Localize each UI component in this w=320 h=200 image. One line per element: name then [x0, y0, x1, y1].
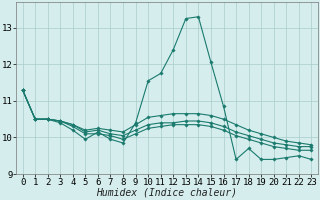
X-axis label: Humidex (Indice chaleur): Humidex (Indice chaleur)	[97, 188, 237, 198]
